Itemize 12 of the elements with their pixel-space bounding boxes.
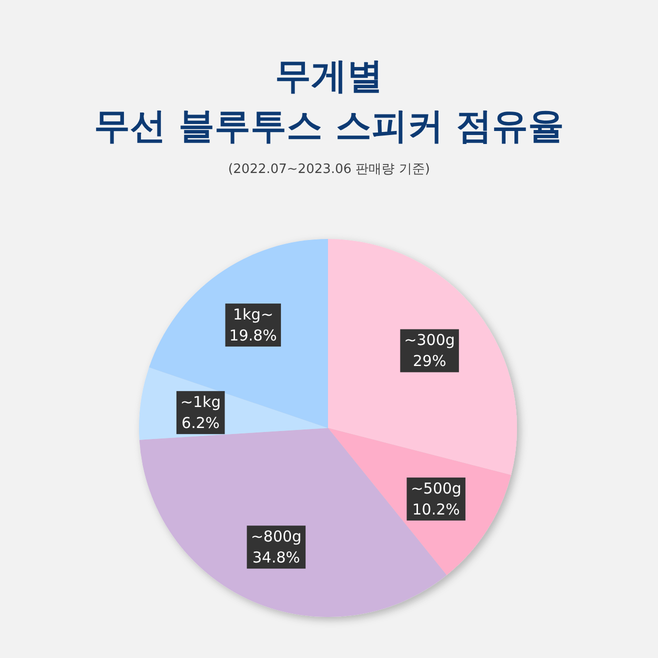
slice-label: ~1kg (180, 393, 221, 412)
data-label: 6.2% (182, 414, 220, 432)
slice-label: ~300g (404, 331, 455, 350)
title: 무게별 무선 블루투스 스피커 점유율 (93, 55, 565, 149)
data-label: 34.8% (252, 548, 300, 567)
slice-label: 1kg~ (232, 306, 274, 324)
data-label: 19.8% (229, 326, 277, 345)
data-label: 10.2% (412, 500, 460, 519)
slice-label: ~800g (250, 528, 302, 546)
annotation: (2022.07~2023.06 판매량 기준) (227, 161, 431, 178)
slice-label: ~500g (410, 480, 462, 498)
data-label: 29% (412, 352, 446, 370)
